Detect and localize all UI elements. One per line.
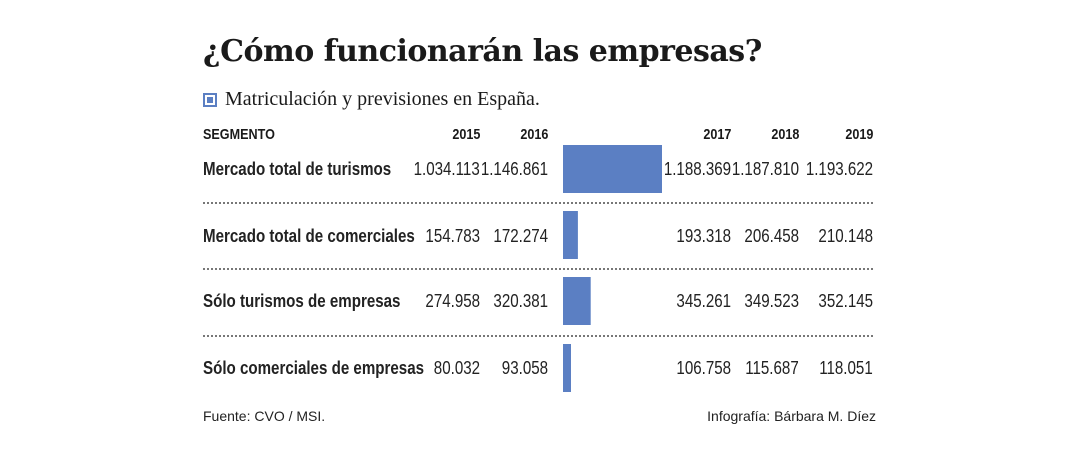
header-year-2018: 2018: [770, 126, 799, 143]
row-value-2015: 154.783: [425, 226, 480, 246]
bar-1: [563, 145, 662, 193]
chart-subtitle: Matriculación y previsiones en España.: [203, 88, 540, 111]
row-value-2018: 115.687: [745, 358, 799, 378]
credit-note: Infografía: Bárbara M. Díez: [707, 408, 876, 424]
row-label: Sólo turismos de empresas: [203, 291, 401, 311]
row-value-2018: 1.187.810: [731, 159, 799, 179]
chart-title: ¿Cómo funcionarán las empresas?: [203, 34, 762, 69]
row-label: Mercado total de turismos: [203, 159, 392, 179]
row-value-2017: 193.318: [676, 226, 731, 246]
row-value-2019: 352.145: [818, 291, 873, 311]
row-value-2015: 274.958: [425, 291, 480, 311]
row-value-2019: 210.148: [818, 226, 873, 246]
row-value-2016: 172.274: [493, 226, 548, 246]
legend-square-icon: [203, 92, 217, 107]
bar-2: [563, 211, 578, 259]
row-value-2016: 320.381: [493, 291, 548, 311]
header-year-2019: 2019: [844, 126, 873, 143]
header-segment: SEGMENTO: [203, 126, 275, 143]
row-value-2016: 93.058: [501, 358, 548, 378]
row-value-2015: 1.034.113: [413, 159, 480, 179]
header-year-2016: 2016: [519, 126, 548, 143]
header-year-2017: 2017: [702, 126, 731, 143]
bar-4: [563, 344, 571, 392]
header-year-2015: 2015: [451, 126, 480, 143]
row-value-2015: 80.032: [433, 358, 480, 378]
row-value-2019: 118.051: [819, 358, 873, 378]
bar-3: [563, 277, 591, 325]
row-value-2017: 1.188.369: [663, 159, 731, 179]
row-value-2017: 345.261: [676, 291, 731, 311]
row-label: Sólo comerciales de empresas: [203, 358, 425, 378]
row-value-2016: 1.146.861: [480, 159, 548, 179]
row-divider: [203, 335, 873, 337]
row-divider: [203, 202, 873, 204]
row-value-2018: 349.523: [744, 291, 799, 311]
row-value-2019: 1.193.622: [805, 159, 873, 179]
subtitle-text: Matriculación y previsiones en España.: [225, 88, 540, 110]
row-divider: [203, 268, 873, 270]
row-label: Mercado total de comerciales: [203, 226, 415, 246]
source-note: Fuente: CVO / MSI.: [203, 408, 326, 424]
row-value-2017: 106.758: [676, 358, 731, 378]
row-value-2018: 206.458: [744, 226, 799, 246]
